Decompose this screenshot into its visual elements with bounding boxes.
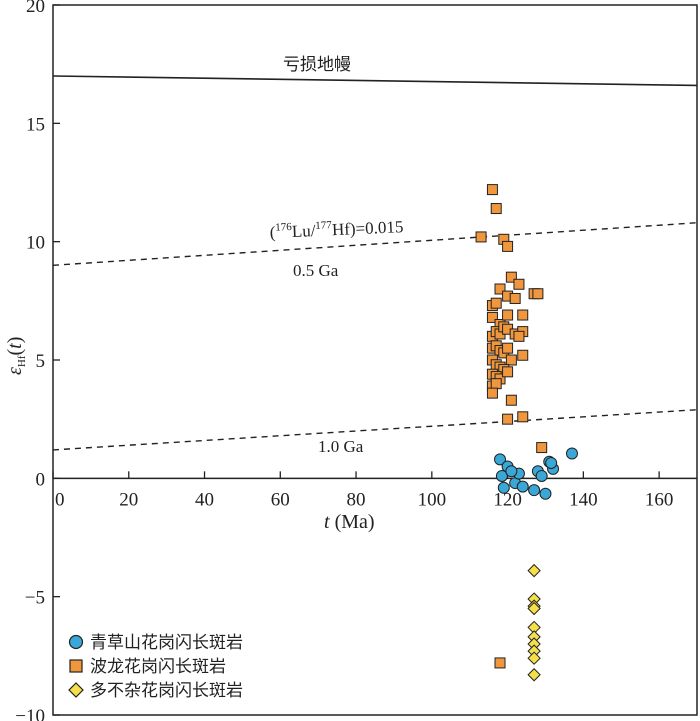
- evolution-ratio-label: (176Lu/177Hf)=0.015: [269, 216, 403, 242]
- axes: 0 20 40 60 80 100 120 140 160 −10 −5 0 5 10 15 20: [15, 0, 697, 721]
- y-tick-label-10: 10: [26, 233, 45, 254]
- point-square-2: [475, 231, 487, 243]
- point-diamond-3: [527, 601, 541, 616]
- reference-line-0: [52, 75, 698, 87]
- point-circle-9: [535, 469, 548, 482]
- point-square-43: [486, 387, 498, 399]
- y-tick-label-15: 15: [26, 114, 45, 135]
- data-series: [475, 184, 578, 682]
- point-square-6: [513, 278, 525, 290]
- point-diamond-8: [527, 651, 541, 665]
- point-circle-14: [565, 447, 578, 460]
- one-ga-label: 1.0 Ga: [318, 437, 364, 456]
- legend-label-bolong: 波龙花岗闪长斑岩: [90, 657, 226, 677]
- point-diamond-9: [527, 668, 541, 682]
- plot-frame: [52, 4, 698, 716]
- y-tick-label-5: 5: [36, 351, 46, 372]
- y-tick-label-0: 0: [36, 469, 46, 490]
- y-tick-label--10: −10: [15, 706, 45, 721]
- point-square-7: [494, 283, 506, 295]
- x-tick-label-40: 40: [195, 489, 214, 510]
- point-square-11: [509, 292, 521, 304]
- point-circle-5: [516, 480, 529, 493]
- point-circle-10: [539, 487, 552, 500]
- reference-lines: [52, 75, 698, 451]
- x-axis-title: t (Ma): [324, 511, 375, 533]
- point-square-48: [494, 657, 506, 669]
- point-square-30: [502, 342, 514, 354]
- x-tick-label-80: 80: [347, 489, 366, 510]
- point-square-9: [490, 297, 502, 309]
- point-square-4: [502, 240, 514, 252]
- x-tick-label-0: 0: [55, 489, 65, 510]
- point-circle-13: [545, 456, 558, 469]
- legend-marker-square: [69, 659, 83, 673]
- x-tick-label-100: 100: [418, 489, 447, 510]
- point-square-45: [502, 413, 514, 425]
- point-square-5: [505, 271, 517, 283]
- point-square-42: [490, 378, 502, 390]
- point-diamond-0: [527, 563, 541, 578]
- point-square-13: [532, 288, 544, 300]
- y-tick-label-20: 20: [26, 0, 45, 17]
- point-square-0: [486, 184, 498, 196]
- point-square-31: [505, 354, 517, 366]
- legend-marker-diamond: [68, 682, 84, 698]
- point-square-47: [536, 442, 548, 454]
- legend-label-duobuza: 多不杂花岗闪长斑岩: [90, 681, 243, 701]
- point-square-44: [505, 394, 517, 406]
- legend-item-duobuza: 多不杂花岗闪长斑岩: [68, 681, 243, 701]
- legend: 青草山花岗闪长斑岩 波龙花岗闪长斑岩 多不杂花岗闪长斑岩: [68, 633, 243, 701]
- x-tick-label-120: 120: [493, 489, 522, 510]
- x-tick-label-20: 20: [119, 489, 138, 510]
- point-circle-7: [528, 484, 541, 497]
- x-tick-label-60: 60: [271, 489, 290, 510]
- point-square-46: [517, 411, 529, 423]
- y-tick-label--5: −5: [25, 588, 45, 609]
- point-square-40: [502, 366, 514, 378]
- reference-line-2: [52, 409, 698, 451]
- point-square-1: [490, 203, 502, 215]
- legend-item-bolong: 波龙花岗闪长斑岩: [69, 657, 226, 677]
- point-square-17: [517, 309, 529, 321]
- legend-item-qingcaoshan: 青草山花岗闪长斑岩: [68, 633, 243, 653]
- point-square-14: [486, 311, 498, 323]
- reference-line-1: [52, 222, 698, 267]
- legend-label-qingcaoshan: 青草山花岗闪长斑岩: [90, 633, 243, 653]
- point-circle-6: [497, 481, 510, 494]
- x-tick-label-160: 160: [645, 489, 674, 510]
- point-square-32: [517, 349, 529, 361]
- point-circle-15: [505, 465, 518, 478]
- point-square-25: [513, 330, 525, 342]
- legend-marker-circle: [68, 634, 84, 650]
- point-circle-0: [494, 453, 507, 466]
- point-square-16: [502, 309, 514, 321]
- x-tick-label-140: 140: [569, 489, 598, 510]
- point-circle-2: [495, 469, 508, 482]
- mantle-line-label: 亏损地幔: [283, 55, 351, 75]
- half-ga-label: 0.5 Ga: [293, 261, 339, 280]
- y-axis-title: εHf(t): [4, 337, 28, 375]
